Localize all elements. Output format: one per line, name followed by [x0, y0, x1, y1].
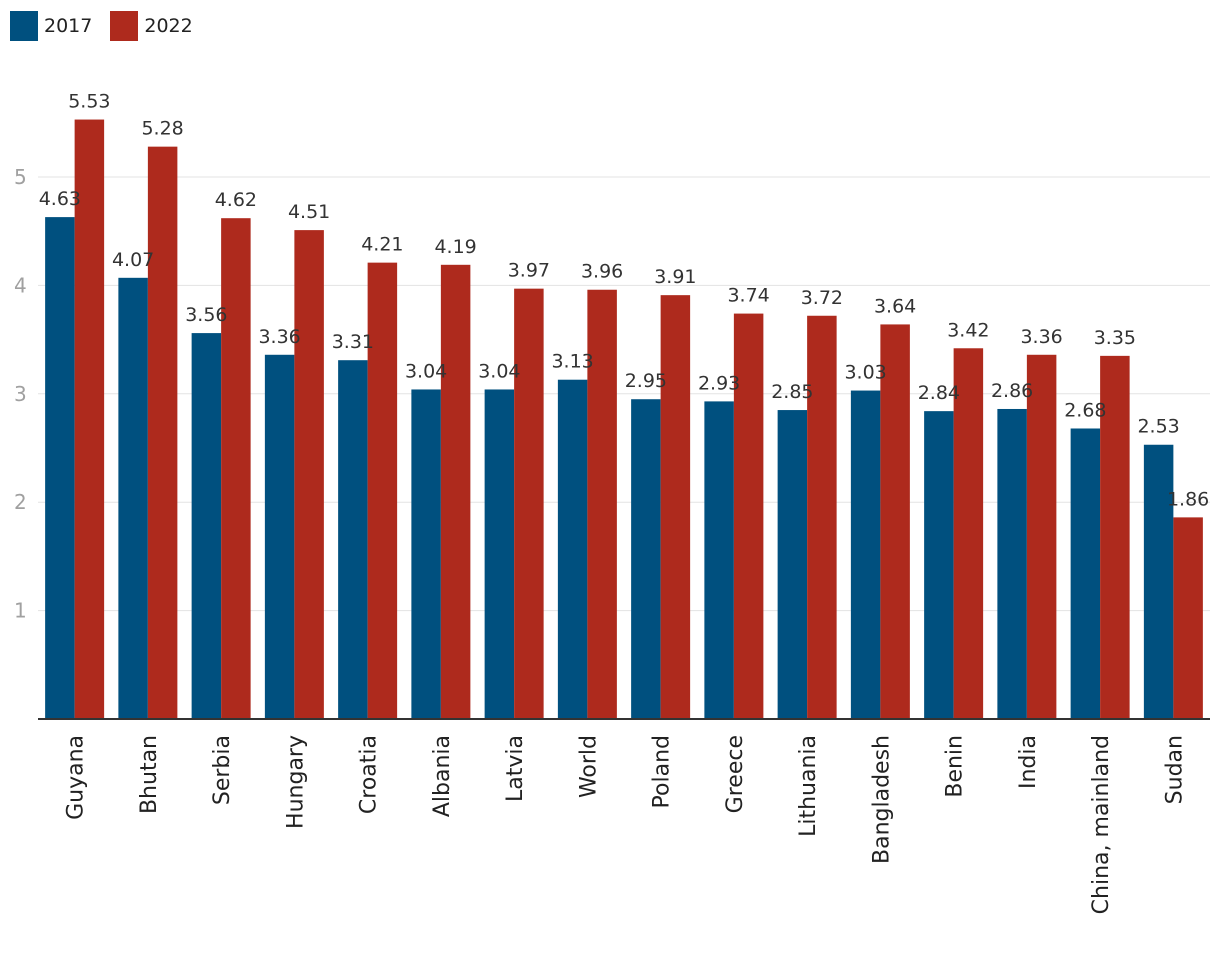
data-label-2022-china-mainland: 3.35 [1094, 327, 1136, 349]
bar-2017-serbia [191, 333, 222, 719]
bar-2022-china-mainland [1100, 355, 1130, 719]
data-label-2017-india: 2.86 [991, 380, 1033, 402]
data-label-2022-hungary: 4.51 [288, 201, 330, 223]
bar-2022-latvia [514, 288, 544, 719]
category-labels: Guyana Bhutan Serbia Hungary Croatia Albania L… [64, 735, 1188, 914]
category-label-world: World [576, 735, 601, 798]
data-label-2022-serbia: 4.62 [215, 189, 257, 211]
category-label-albania: Albania [430, 735, 455, 817]
bar-2022-india [1026, 354, 1057, 719]
bar-2017-guyana [45, 217, 75, 719]
category-label-serbia: Serbia [210, 735, 235, 805]
category-label-greece: Greece [723, 735, 748, 813]
bar-2017-lithuania [777, 410, 808, 719]
legend-label-2017: 2017 [44, 15, 93, 37]
bar-2017-china-mainland [1070, 428, 1101, 719]
data-label-2022-bangladesh: 3.64 [874, 295, 916, 317]
data-label-2022-india: 3.36 [1020, 326, 1062, 348]
data-label-2022-croatia: 4.21 [361, 234, 403, 256]
legend-label-2022: 2022 [144, 15, 193, 37]
bar-2017-bhutan [118, 277, 148, 719]
data-labels: 4.63 5.53 4.07 5.28 3.56 4.62 3.36 4.51 3.31 4.21… [39, 91, 1210, 511]
data-label-2022-latvia: 3.97 [508, 260, 550, 282]
bar-2017-hungary [264, 354, 295, 719]
bar-2017-benin [924, 411, 954, 719]
bar-2022-sudan [1173, 517, 1203, 719]
data-label-2017-greece: 2.93 [698, 372, 740, 394]
data-label-2017-bhutan: 4.07 [112, 249, 154, 271]
data-label-2017-sudan: 2.53 [1137, 416, 1179, 438]
data-label-2022-world: 3.96 [581, 261, 623, 283]
bar-2017-bangladesh [850, 390, 881, 719]
category-label-india: India [1016, 735, 1041, 789]
data-label-2017-bangladesh: 3.03 [844, 362, 886, 384]
category-label-bhutan: Bhutan [137, 735, 162, 814]
bar-2022-bangladesh [880, 324, 910, 719]
bars [45, 119, 1203, 720]
bar-2017-poland [631, 399, 661, 719]
category-label-bangladesh: Bangladesh [869, 735, 894, 864]
bar-2017-croatia [338, 360, 368, 719]
data-label-2022-albania: 4.19 [434, 236, 476, 258]
bar-2022-albania [440, 264, 471, 719]
data-label-2017-lithuania: 2.85 [771, 381, 813, 403]
legend-swatch-2017 [10, 11, 38, 41]
y-tick-label-5: 5 [14, 165, 27, 189]
data-label-2022-benin: 3.42 [947, 319, 989, 341]
category-label-guyana: Guyana [64, 735, 89, 820]
chart-legend: 2017 2022 [10, 10, 193, 42]
y-tick-label-4: 4 [14, 273, 27, 297]
bar-2017-sudan [1143, 444, 1174, 719]
bar-2022-lithuania [807, 315, 837, 719]
bar-2017-greece [704, 401, 734, 719]
category-label-poland: Poland [650, 735, 675, 808]
category-label-sudan: Sudan [1162, 735, 1187, 804]
category-label-lithuania: Lithuania [796, 735, 821, 837]
data-label-2017-poland: 2.95 [625, 370, 667, 392]
data-label-2017-serbia: 3.56 [185, 304, 227, 326]
y-tick-label-3: 3 [14, 382, 27, 406]
category-label-benin: Benin [943, 735, 968, 798]
bar-2017-latvia [484, 389, 515, 719]
data-label-2017-latvia: 3.04 [478, 360, 520, 382]
bar-2022-world [587, 289, 617, 719]
legend-item-2017: 2017 [10, 11, 92, 41]
data-label-2017-croatia: 3.31 [332, 331, 374, 353]
data-label-2017-world: 3.13 [551, 351, 593, 373]
bar-2017-india [997, 408, 1027, 719]
y-tick-label-2: 2 [14, 490, 27, 514]
data-label-2022-poland: 3.91 [654, 266, 696, 288]
bar-2022-guyana [74, 119, 105, 720]
data-label-2017-hungary: 3.36 [258, 326, 300, 348]
y-tick-label-1: 1 [14, 599, 27, 623]
bar-2022-benin [953, 348, 984, 719]
data-label-2022-guyana: 5.53 [68, 91, 110, 113]
category-label-croatia: Croatia [357, 735, 382, 814]
data-label-2017-china-mainland: 2.68 [1064, 399, 1106, 421]
category-label-china-mainland: China, mainland [1089, 735, 1114, 914]
data-label-2022-greece: 3.74 [727, 285, 769, 307]
bar-2022-hungary [294, 230, 324, 719]
bar-2017-albania [411, 389, 441, 719]
bar-2022-bhutan [147, 146, 178, 719]
data-label-2017-albania: 3.04 [405, 360, 447, 382]
data-label-2022-lithuania: 3.72 [801, 287, 843, 309]
category-label-latvia: Latvia [503, 735, 528, 802]
bar-2022-serbia [221, 218, 251, 719]
y-axis-ticks: 1 2 3 4 5 [14, 165, 27, 623]
legend-item-2022: 2022 [110, 11, 193, 41]
data-label-2022-bhutan: 5.28 [141, 118, 183, 140]
bar-2022-greece [733, 313, 764, 719]
category-label-hungary: Hungary [283, 735, 308, 829]
data-label-2022-sudan: 1.86 [1167, 488, 1209, 510]
bar-2017-world [557, 379, 588, 719]
data-label-2017-guyana: 4.63 [39, 188, 81, 210]
legend-swatch-2022 [110, 11, 139, 41]
bar-2022-poland [660, 295, 691, 719]
bar-2022-croatia [367, 262, 398, 719]
data-label-2017-benin: 2.84 [918, 382, 960, 404]
